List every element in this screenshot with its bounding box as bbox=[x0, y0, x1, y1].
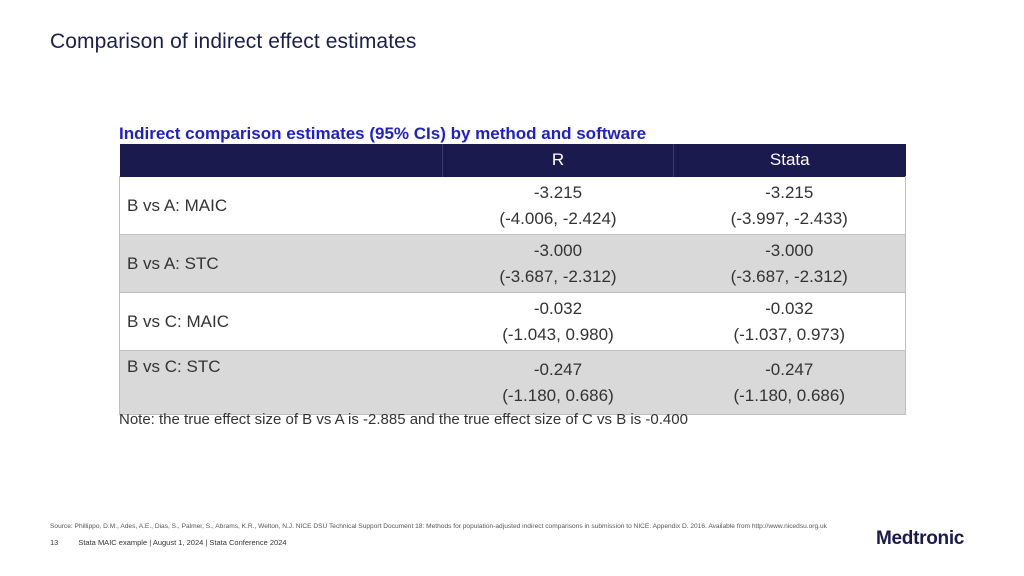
estimate-value: -3.000 bbox=[765, 240, 814, 260]
confidence-interval: (-3.997, -2.433) bbox=[730, 208, 848, 228]
confidence-interval: (-1.180, 0.686) bbox=[733, 385, 845, 405]
estimate-value: -3.215 bbox=[533, 182, 583, 202]
table-caption: Indirect comparison estimates (95% CIs) … bbox=[119, 124, 647, 143]
estimate-value: -3.000 bbox=[533, 240, 583, 260]
source-citation: Source: Phillippo, D.M., Ades, A.E., Dia… bbox=[50, 523, 827, 530]
r-estimate-cell: -3.000 (-3.687, -2.312) bbox=[442, 234, 674, 293]
confidence-interval: (-3.687, -2.312) bbox=[499, 266, 617, 286]
slide-footer: 13 Stata MAIC example | August 1, 2024 | … bbox=[50, 538, 287, 547]
r-estimate-cell: -0.032 (-1.043, 0.980) bbox=[442, 292, 674, 351]
page-number: 13 bbox=[50, 538, 59, 547]
estimate-value: -0.247 bbox=[533, 359, 583, 379]
column-header-stata: Stata bbox=[673, 144, 906, 177]
row-label: B vs A: STC bbox=[119, 234, 443, 293]
row-label: B vs C: MAIC bbox=[119, 292, 443, 351]
estimate-value: -0.032 bbox=[533, 298, 583, 318]
estimate-value: -0.247 bbox=[765, 359, 814, 379]
stata-estimate-cell: -0.247 (-1.180, 0.686) bbox=[673, 350, 906, 415]
table-row: B vs A: MAIC -3.215 (-4.006, -2.424) -3.… bbox=[119, 176, 906, 235]
footer-text: Stata MAIC example | August 1, 2024 | St… bbox=[78, 538, 287, 547]
confidence-interval: (-1.043, 0.980) bbox=[502, 324, 614, 344]
confidence-interval: (-1.180, 0.686) bbox=[502, 385, 614, 405]
column-header-r: R bbox=[442, 144, 674, 177]
table-row: B vs C: MAIC -0.032 (-1.043, 0.980) -0.0… bbox=[119, 292, 906, 351]
stata-estimate-cell: -3.215 (-3.997, -2.433) bbox=[673, 176, 906, 235]
confidence-interval: (-1.037, 0.973) bbox=[733, 324, 845, 344]
table-row: B vs C: STC -0.247 (-1.180, 0.686) -0.24… bbox=[119, 350, 906, 415]
slide-title: Comparison of indirect effect estimates bbox=[50, 30, 417, 53]
r-estimate-cell: -0.247 (-1.180, 0.686) bbox=[442, 350, 674, 415]
medtronic-logo: Medtronic bbox=[876, 528, 965, 549]
estimate-value: -3.215 bbox=[765, 182, 814, 202]
results-table: R Stata B vs A: MAIC -3.215 (-4.006, -2.… bbox=[119, 144, 906, 415]
table-row: B vs A: STC -3.000 (-3.687, -2.312) -3.0… bbox=[119, 234, 906, 293]
column-header-blank bbox=[119, 144, 443, 177]
table-header-row: R Stata bbox=[119, 144, 906, 177]
row-label: B vs C: STC bbox=[119, 350, 443, 415]
estimate-value: -0.032 bbox=[765, 298, 814, 318]
r-estimate-cell: -3.215 (-4.006, -2.424) bbox=[442, 176, 674, 235]
table-note: Note: the true effect size of B vs A is … bbox=[119, 411, 688, 428]
row-label: B vs A: MAIC bbox=[119, 176, 443, 235]
stata-estimate-cell: -0.032 (-1.037, 0.973) bbox=[673, 292, 906, 351]
stata-estimate-cell: -3.000 (-3.687, -2.312) bbox=[673, 234, 906, 293]
confidence-interval: (-3.687, -2.312) bbox=[730, 266, 848, 286]
confidence-interval: (-4.006, -2.424) bbox=[499, 208, 617, 228]
